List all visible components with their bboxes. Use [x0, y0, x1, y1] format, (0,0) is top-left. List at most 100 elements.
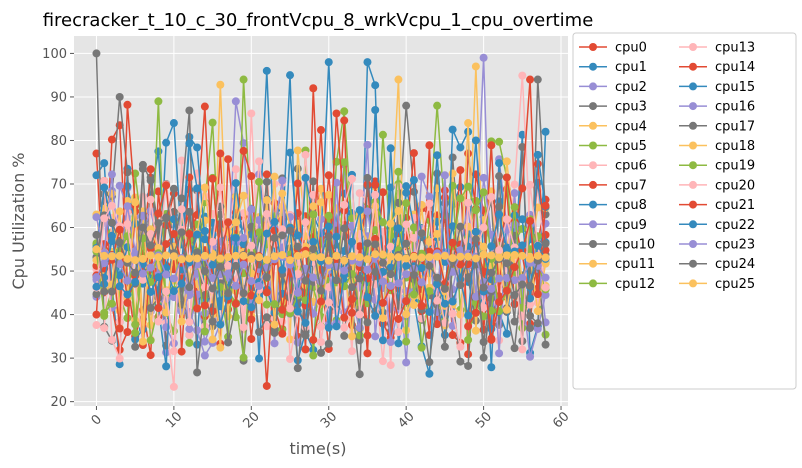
data-point: [495, 172, 504, 181]
data-point: [146, 195, 155, 204]
data-point: [347, 174, 356, 183]
data-point: [301, 150, 310, 159]
data-point: [131, 198, 140, 207]
data-point: [231, 233, 240, 242]
data-point: [371, 81, 380, 90]
data-point: [138, 269, 147, 278]
data-point: [309, 253, 318, 262]
data-point: [107, 231, 116, 240]
legend-item: cpu18: [679, 139, 755, 154]
data-point: [409, 149, 418, 158]
data-point: [216, 320, 225, 329]
legend-swatch-marker: [689, 180, 697, 189]
data-point: [115, 324, 124, 333]
data-point: [138, 164, 147, 173]
data-point: [409, 290, 418, 299]
data-point: [239, 191, 248, 200]
data-point: [169, 119, 178, 128]
data-point: [332, 178, 341, 187]
data-point: [177, 194, 186, 203]
data-point: [286, 304, 295, 313]
data-point: [138, 223, 147, 232]
data-point: [378, 298, 387, 307]
data-point: [510, 220, 519, 229]
data-point: [355, 331, 364, 340]
legend-item: cpu1: [579, 60, 647, 75]
data-point: [208, 274, 217, 283]
data-point: [317, 198, 325, 207]
data-point: [526, 300, 535, 309]
data-point: [417, 301, 426, 310]
data-point: [146, 165, 155, 174]
legend-label: cpu21: [715, 198, 755, 213]
data-point: [146, 176, 155, 185]
data-point: [363, 239, 372, 248]
legend-swatch-marker: [589, 200, 597, 209]
data-point: [92, 282, 101, 291]
y-tick-label: 100: [42, 47, 67, 62]
data-point: [456, 342, 465, 351]
data-point: [208, 174, 217, 183]
data-point: [324, 339, 333, 348]
data-point: [487, 363, 496, 372]
data-point: [541, 340, 550, 349]
data-point: [317, 297, 325, 306]
data-point: [371, 190, 380, 199]
data-point: [216, 254, 225, 263]
data-point: [317, 322, 325, 331]
data-point: [247, 315, 256, 324]
data-point: [394, 75, 403, 84]
data-point: [239, 233, 248, 242]
data-point: [425, 287, 434, 296]
legend-box: [572, 32, 797, 390]
data-point: [185, 139, 194, 148]
data-point: [417, 343, 426, 352]
data-point: [255, 228, 264, 237]
data-point: [324, 190, 333, 199]
data-point: [301, 250, 310, 259]
data-point: [495, 253, 504, 262]
data-point: [270, 339, 279, 348]
data-point: [200, 283, 209, 292]
data-point: [301, 218, 310, 227]
data-point: [286, 148, 295, 157]
data-point: [92, 245, 101, 254]
data-point: [185, 283, 194, 292]
legend-item: cpu15: [679, 80, 755, 95]
data-point: [100, 176, 109, 185]
data-point: [332, 276, 341, 285]
data-point: [115, 260, 124, 269]
data-point: [169, 230, 178, 239]
data-point: [262, 210, 271, 219]
data-point: [340, 200, 349, 209]
data-point: [247, 109, 256, 118]
data-point: [402, 261, 411, 270]
data-point: [433, 252, 442, 261]
data-point: [216, 149, 225, 158]
data-point: [154, 97, 163, 106]
data-point: [533, 75, 542, 84]
data-point: [262, 381, 271, 390]
data-point: [355, 370, 364, 379]
legend-label: cpu8: [615, 198, 647, 213]
data-point: [208, 118, 217, 127]
data-point: [107, 335, 116, 344]
data-point: [185, 106, 194, 115]
data-point: [224, 289, 233, 298]
data-point: [146, 251, 155, 260]
data-point: [502, 286, 511, 295]
data-point: [378, 277, 387, 286]
data-point: [162, 287, 171, 296]
data-point: [402, 310, 411, 319]
data-point: [262, 196, 271, 205]
data-point: [378, 314, 387, 323]
data-point: [510, 276, 519, 285]
data-point: [402, 337, 411, 346]
legend-label: cpu1: [615, 60, 647, 75]
data-point: [224, 338, 233, 347]
data-point: [154, 273, 163, 282]
data-point: [107, 218, 116, 227]
data-point: [471, 227, 480, 236]
data-point: [371, 226, 380, 235]
